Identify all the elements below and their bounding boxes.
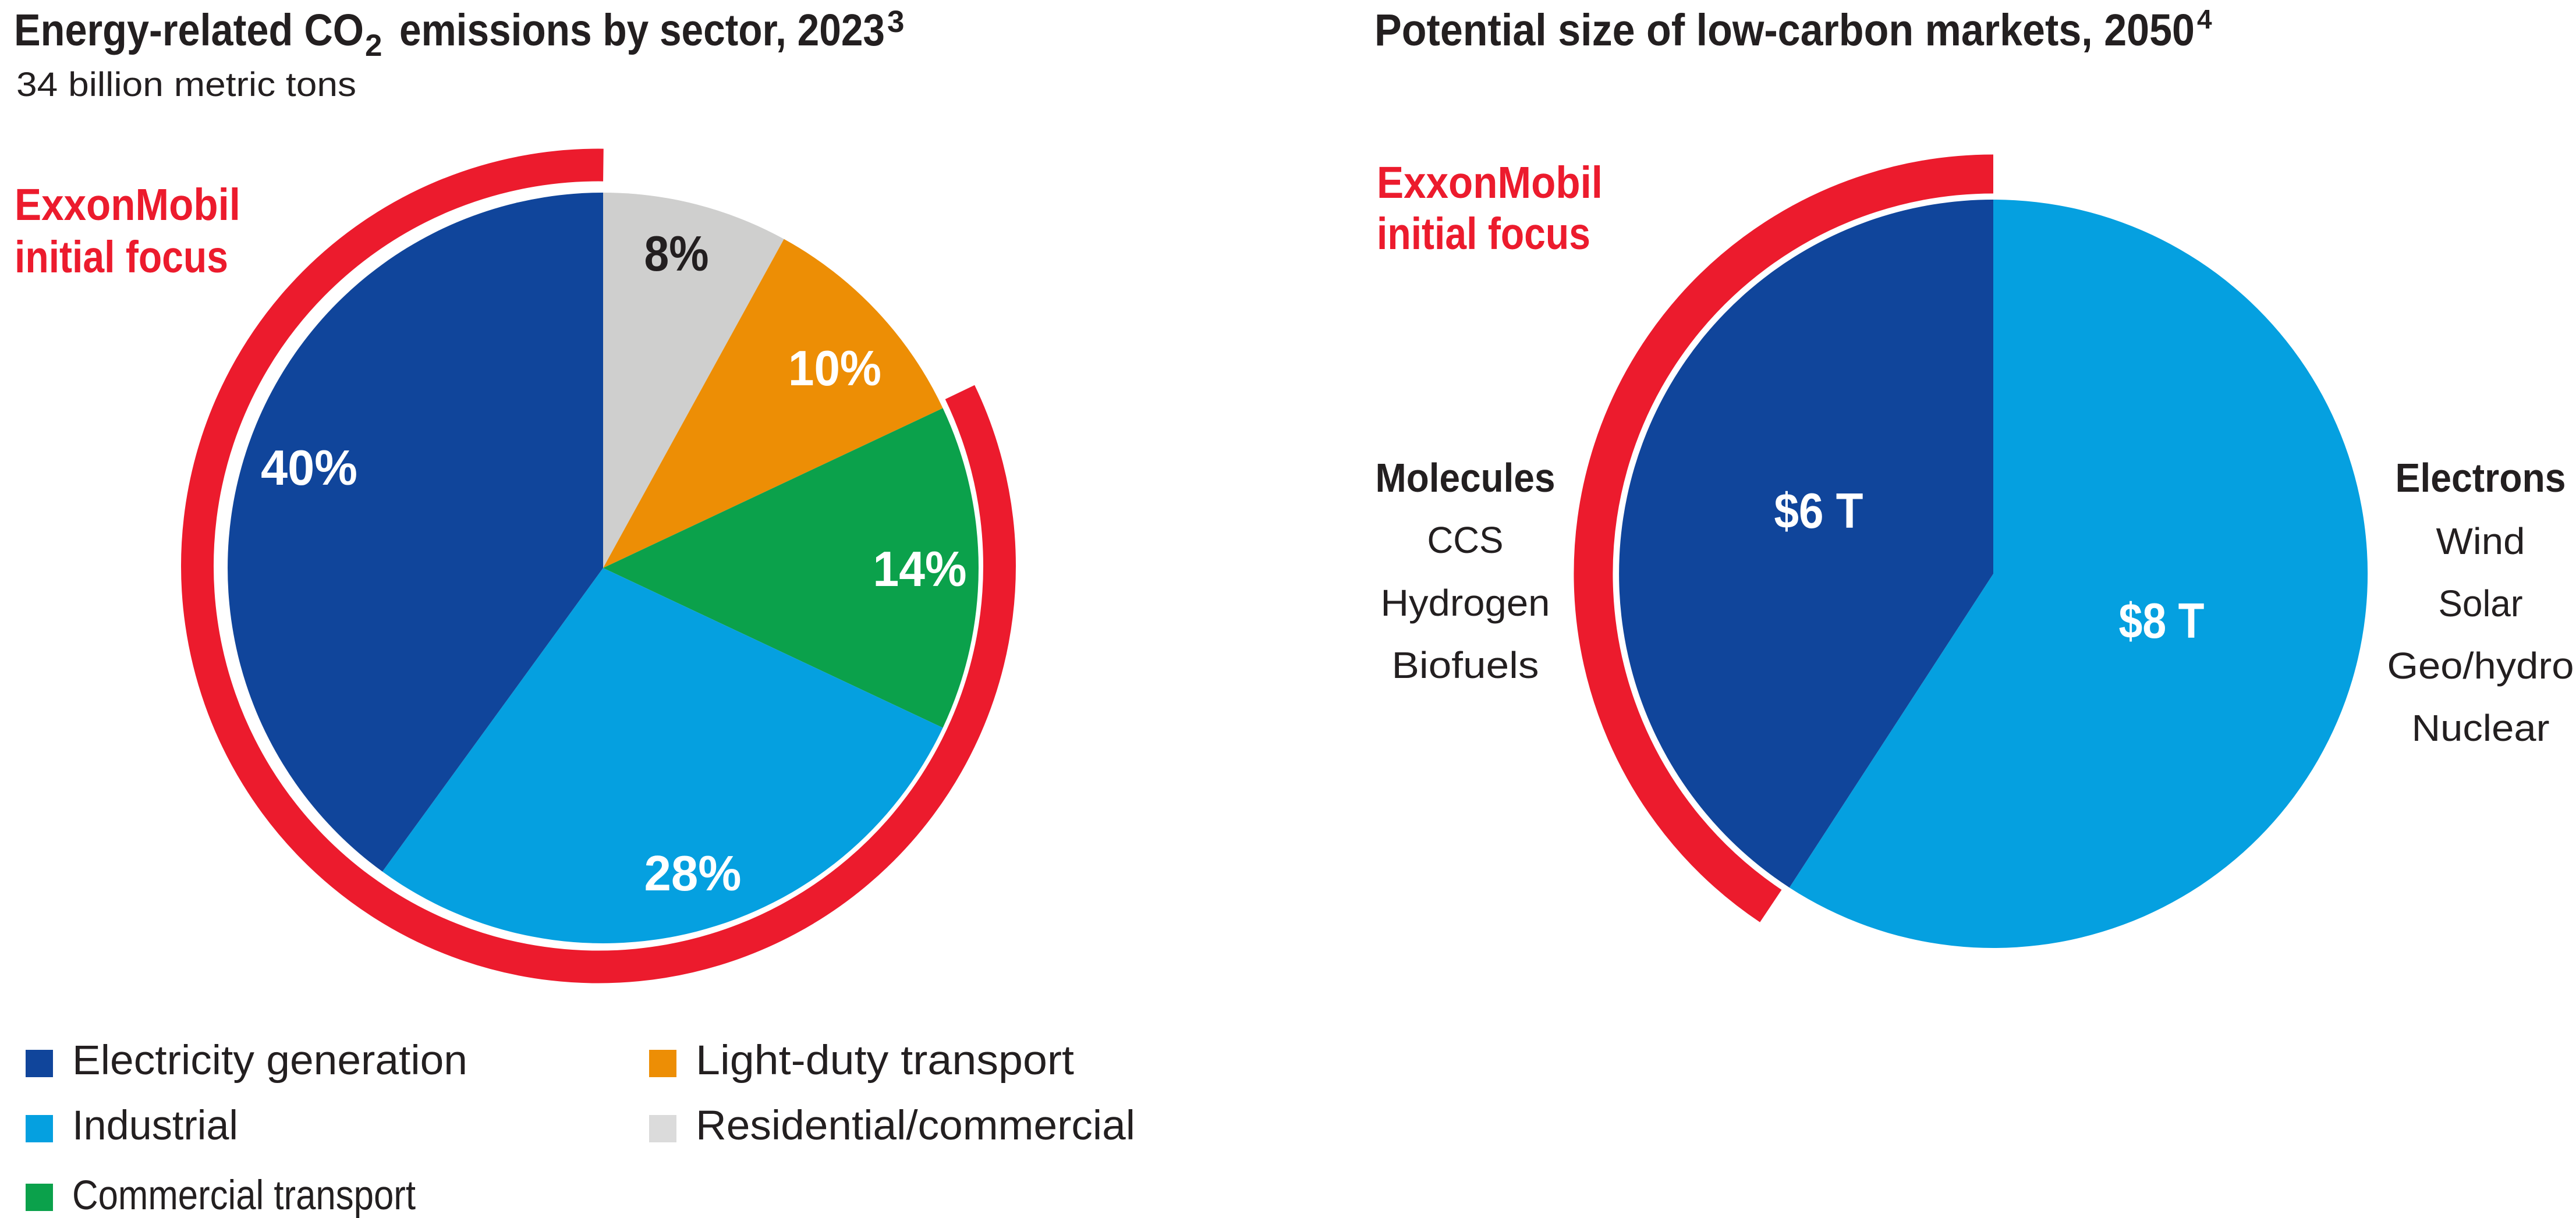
svg-text:4: 4 [2197, 4, 2212, 34]
svg-text:initial focus: initial focus [15, 232, 228, 282]
svg-text:Commercial transport: Commercial transport [72, 1173, 416, 1218]
svg-text:emissions by sector, 2023: emissions by sector, 2023 [399, 5, 885, 55]
svg-text:Geo/hydro: Geo/hydro [2387, 645, 2574, 687]
svg-text:28%: 28% [644, 846, 742, 901]
svg-text:40%: 40% [261, 441, 357, 496]
svg-text:Potential size of low-carbon m: Potential size of low-carbon markets, 20… [1374, 5, 2195, 55]
svg-text:Residential/commercial: Residential/commercial [696, 1103, 1135, 1149]
svg-text:Nuclear: Nuclear [2412, 707, 2550, 749]
svg-text:34 billion metric tons: 34 billion metric tons [16, 66, 356, 104]
svg-text:Electricity generation: Electricity generation [72, 1038, 467, 1084]
svg-text:2: 2 [365, 29, 382, 63]
svg-text:ExxonMobil: ExxonMobil [15, 180, 240, 230]
svg-text:Light-duty transport: Light-duty transport [696, 1038, 1074, 1084]
svg-text:Solar: Solar [2439, 583, 2523, 624]
svg-text:8%: 8% [644, 226, 709, 282]
svg-text:Electrons: Electrons [2396, 455, 2566, 500]
svg-text:ExxonMobil: ExxonMobil [1377, 158, 1603, 208]
svg-text:CCS: CCS [1427, 519, 1504, 561]
svg-text:Hydrogen: Hydrogen [1381, 582, 1550, 624]
svg-text:Industrial: Industrial [72, 1103, 238, 1149]
svg-text:14%: 14% [873, 542, 967, 597]
svg-text:Energy-related CO: Energy-related CO [14, 5, 364, 55]
svg-text:$6 T: $6 T [1774, 484, 1863, 539]
svg-text:Molecules: Molecules [1376, 455, 1555, 500]
svg-text:Biofuels: Biofuels [1392, 644, 1539, 686]
svg-text:Wind: Wind [2436, 520, 2525, 562]
svg-text:10%: 10% [788, 341, 881, 396]
svg-text:initial focus: initial focus [1377, 209, 1590, 259]
svg-text:$8 T: $8 T [2119, 594, 2205, 649]
svg-text:3: 3 [887, 5, 904, 39]
